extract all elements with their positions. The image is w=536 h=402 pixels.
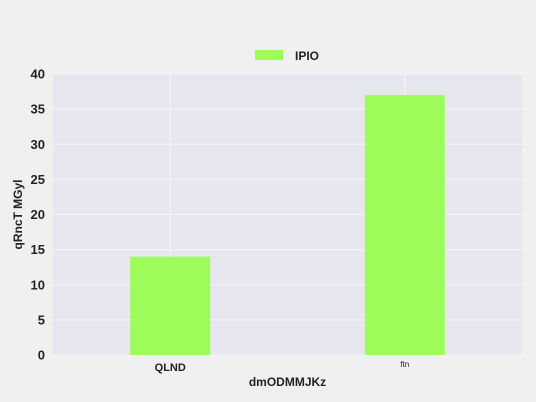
legend: IPIO xyxy=(255,49,319,63)
y-tick-label: 15 xyxy=(31,242,45,257)
y-tick-label: 5 xyxy=(38,312,45,327)
y-tick-label: 10 xyxy=(31,277,45,292)
bar xyxy=(364,95,445,355)
x-tick-label: ftn xyxy=(400,360,409,369)
x-axis-ticks: QLND ftn xyxy=(155,360,410,374)
x-axis-label: dmODMMJKz xyxy=(249,375,326,389)
legend-swatch xyxy=(255,50,283,60)
y-tick-label: 40 xyxy=(31,67,45,82)
y-axis-label: qRncT MGyl xyxy=(11,179,25,249)
y-axis-ticks: 0 5 10 15 20 25 30 35 40 xyxy=(31,67,45,363)
bars xyxy=(130,95,445,355)
y-tick-label: 0 xyxy=(38,348,45,363)
legend-label: IPIO xyxy=(295,49,319,63)
x-tick-label: QLND xyxy=(155,362,186,374)
y-tick-label: 20 xyxy=(31,207,45,222)
y-tick-label: 30 xyxy=(31,137,45,152)
y-tick-label: 35 xyxy=(31,102,45,117)
bar xyxy=(130,256,211,355)
y-tick-label: 25 xyxy=(31,172,45,187)
